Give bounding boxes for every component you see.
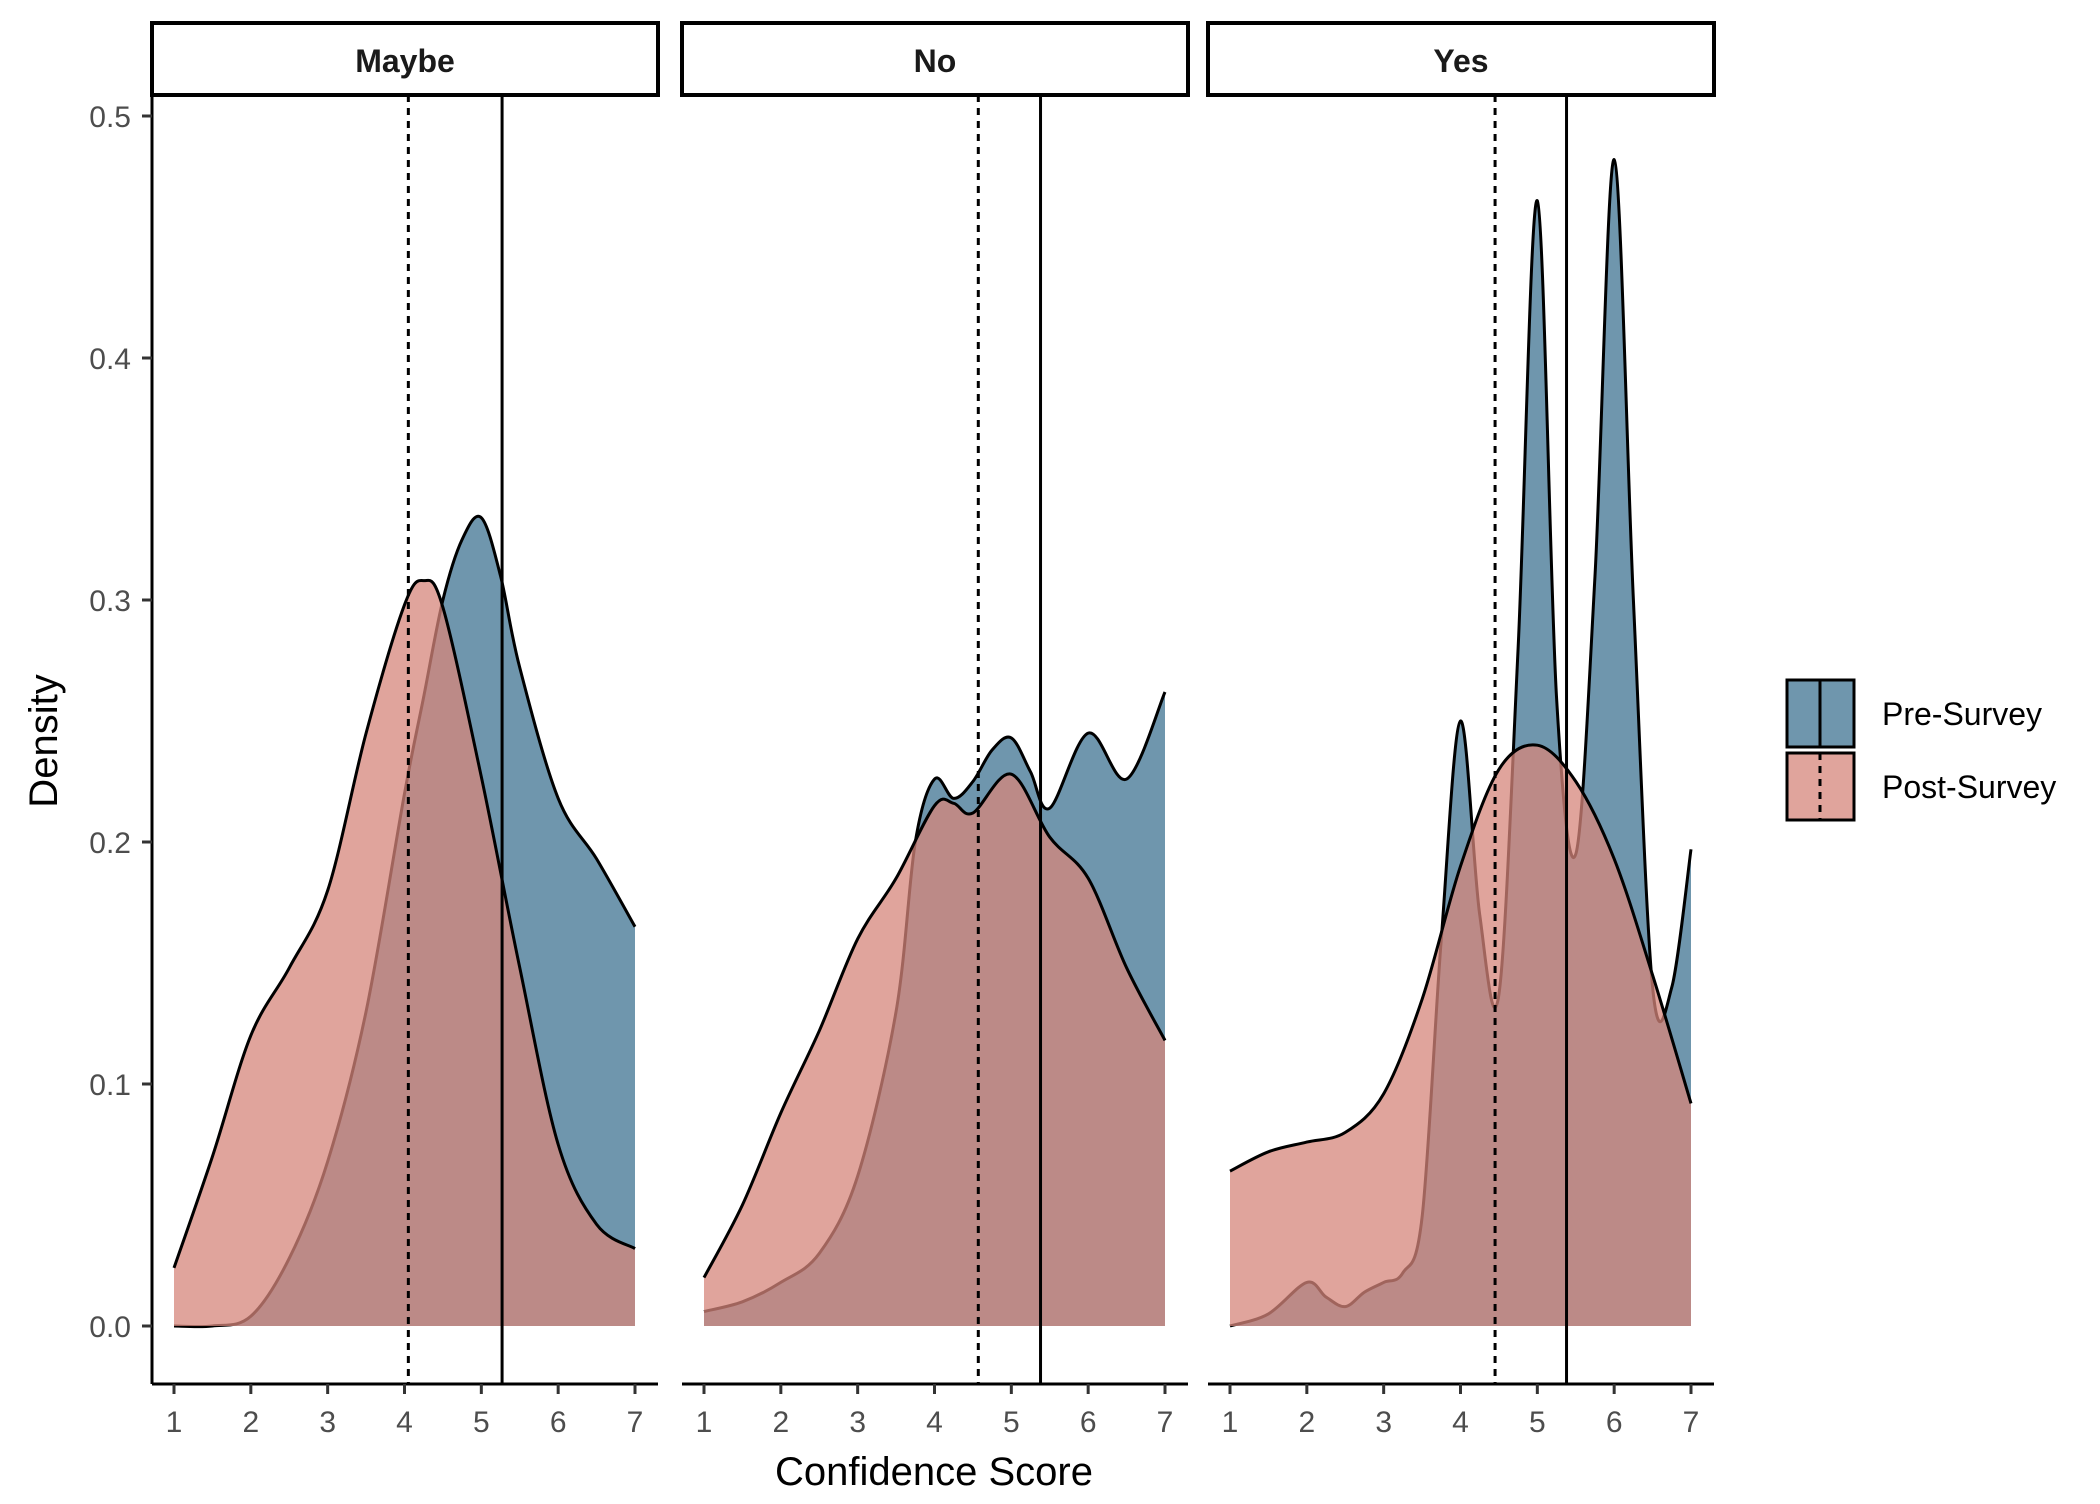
y-tick-label: 0.4 [89, 343, 131, 376]
y-axis-title: Density [22, 674, 66, 807]
legend-label-post-survey: Post-Survey [1882, 769, 2056, 805]
x-tick-label-no: 1 [696, 1406, 713, 1439]
y-tick-label: 0.1 [89, 1069, 131, 1102]
strip-label-yes: Yes [1433, 43, 1488, 79]
x-tick-label-yes: 2 [1298, 1406, 1315, 1439]
x-tick-label-yes: 6 [1606, 1406, 1623, 1439]
x-tick-label-yes: 7 [1683, 1406, 1700, 1439]
density-area-post-survey-no [704, 773, 1165, 1326]
strip-no [680, 21, 1190, 97]
x-tick-label-no: 6 [1080, 1406, 1097, 1439]
x-tick-label-no: 7 [1157, 1406, 1174, 1439]
x-tick-label-maybe: 2 [242, 1406, 259, 1439]
legend-key-post-survey [1785, 751, 1856, 822]
density-line-post-survey-maybe [172, 578, 636, 1269]
x-tick-label-maybe: 3 [319, 1406, 336, 1439]
x-tick-label-maybe: 1 [166, 1406, 183, 1439]
y-tick-label: 0.5 [89, 101, 131, 134]
strip-yes [1206, 21, 1716, 97]
x-tick-label-yes: 4 [1452, 1406, 1469, 1439]
strip-label-no: No [914, 43, 957, 79]
x-tick-label-yes: 3 [1375, 1406, 1392, 1439]
x-tick-label-maybe: 4 [396, 1406, 413, 1439]
strip-maybe [150, 21, 660, 97]
x-tick-label-yes: 1 [1222, 1406, 1239, 1439]
x-tick-label-no: 5 [1003, 1406, 1020, 1439]
x-tick-label-no: 3 [849, 1406, 866, 1439]
density-area-post-survey-yes [1230, 744, 1691, 1326]
y-tick-label: 0.3 [89, 585, 131, 618]
x-tick-label-no: 2 [772, 1406, 789, 1439]
x-tick-label-yes: 5 [1529, 1406, 1546, 1439]
x-tick-label-no: 4 [926, 1406, 943, 1439]
legend-label-pre-survey: Pre-Survey [1882, 696, 2042, 732]
x-tick-label-maybe: 7 [627, 1406, 644, 1439]
y-tick-label: 0.0 [89, 1311, 131, 1344]
x-tick-label-maybe: 5 [473, 1406, 490, 1439]
density-area-post-survey-maybe [174, 580, 635, 1326]
x-axis-title: Confidence Score [775, 1450, 1093, 1494]
x-tick-label-maybe: 6 [550, 1406, 567, 1439]
density-line-post-survey-no [702, 772, 1167, 1279]
strip-label-maybe: Maybe [355, 43, 455, 79]
y-tick-label: 0.2 [89, 827, 131, 860]
density-line-post-survey-yes [1229, 743, 1693, 1173]
